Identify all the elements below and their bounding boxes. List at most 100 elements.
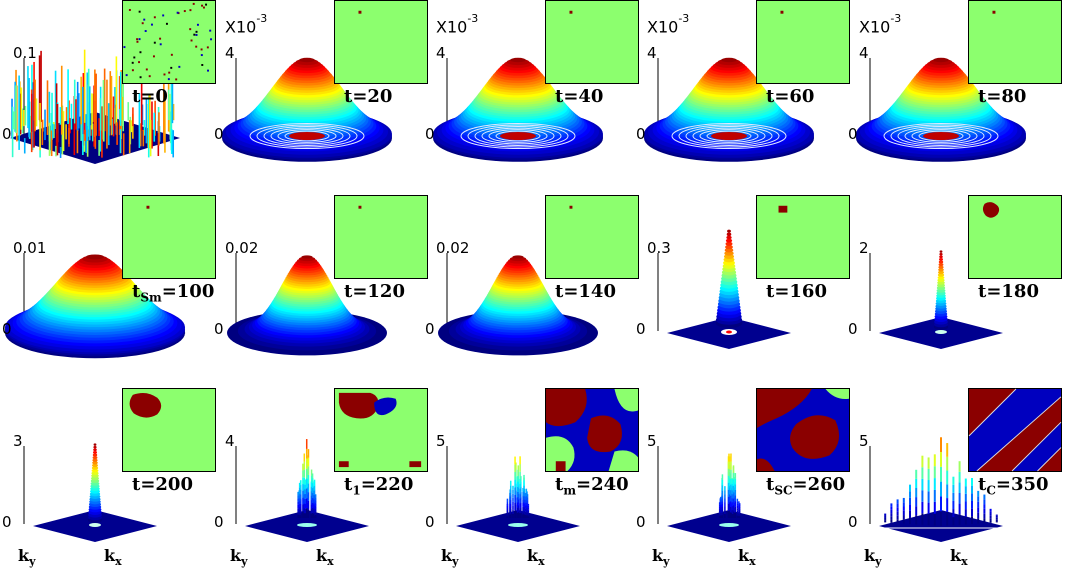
time-symbol: t [766,86,775,107]
panel-p3: 4 0 X10-3 t=40 [423,0,639,180]
time-symbol: t [555,474,564,495]
time-symbol: t [555,281,564,302]
ky-sub: y [452,555,459,568]
spike-band [726,235,732,240]
contour-ring [249,122,365,150]
inset-svg [335,1,427,83]
contour-ring [685,126,773,146]
stripe-edge [976,396,1062,472]
surface-plot [438,253,598,356]
ky-sub: y [241,555,248,568]
inset-region [546,389,587,427]
noise-pixel [183,10,186,13]
ky-sub: y [663,555,670,568]
noise-pixel [193,33,196,36]
time-label: t=140 [555,281,616,305]
z-min-label: 0 [636,513,646,531]
z-min-label: 0 [425,320,435,338]
time-value: =140 [563,281,616,302]
kx-sub: x [749,555,756,568]
ky-axis-label: ky [864,546,882,568]
inset-bg [546,1,638,83]
inset-svg [757,1,849,83]
panel-p12: 4 0 t1=220 ky kx [212,388,428,568]
z-max-label: 3 [13,432,23,450]
inset-map [122,195,216,279]
ky-axis-label: ky [230,546,248,568]
contour-ring [692,127,766,145]
inset-blob [338,461,349,468]
surface-band [86,254,104,260]
inset-blob [338,392,379,419]
spike-band [938,270,944,275]
surface-plot [222,57,392,162]
spike-band [93,445,97,449]
noise-pixel [128,8,131,11]
spike-band [724,247,734,253]
panel-p14: 5 0 tSC=260 ky kx [634,388,850,568]
time-value: =100 [161,281,215,302]
spike-band [92,458,98,462]
stripe-edge [1011,421,1062,472]
ky-sub: y [29,555,36,568]
surface-band [721,57,737,63]
spike-band [727,229,731,233]
spike-band [93,451,97,454]
spike-band [726,232,732,237]
z-scale-exponent: -3 [256,12,268,25]
kx-axis-label: kx [950,546,968,568]
surface-plot [644,57,814,162]
time-subscript: 1 [352,483,361,498]
contour-core [711,132,747,140]
kx-axis-label: kx [738,546,756,568]
time-value: =180 [986,281,1039,302]
spike-foot [297,523,317,527]
z-scale-base: X10 [859,17,891,37]
z-scale-factor: X10-3 [225,12,267,36]
noise-pixel [139,76,142,79]
z-max-label: 5 [647,432,657,450]
noise-pixel [202,6,205,9]
time-symbol: t [132,474,141,495]
surface-plot [227,253,387,356]
contour-ring [883,122,999,150]
spike-foot [719,523,739,527]
noise-pixel [138,10,141,13]
noise-pixel [167,78,170,81]
inset-dot [569,10,573,14]
contour-core [923,132,959,140]
inset-svg [969,196,1061,278]
panel-p13: 5 0 tm=240 ky kx [423,388,639,568]
panel-p10: 2 0 t=180 [846,195,1062,375]
time-value: =260 [792,474,846,495]
contour-core [500,132,536,140]
panel-p4: 4 0 X10-3 t=60 [634,0,850,180]
time-subscript: m [563,483,577,498]
panel-p2: 4 0 X10-3 t=20 [212,0,428,180]
inset-svg [123,389,215,471]
time-symbol: t [132,281,141,302]
time-label: tSC=260 [766,474,845,498]
time-label: tSm=100 [132,281,214,305]
inset-region [825,389,849,400]
noise-pixel [165,22,168,25]
z-min-label: 0 [2,513,12,531]
noise-pixel [125,74,128,77]
time-value: =120 [352,281,405,302]
noise-pixel [210,38,213,41]
inset-bg [969,196,1061,278]
z-max-label: 0.1 [13,44,37,62]
surface-plot [4,253,186,359]
inset-map [545,388,639,472]
time-label: t=60 [766,86,814,110]
time-label: t=160 [766,281,827,305]
z-max-label: 0.3 [647,239,671,257]
stripe-edge [968,388,1017,437]
inset-dot [780,10,784,14]
contour-core [289,132,325,140]
panel-p8: 0.02 0 t=140 [423,195,639,375]
inset-svg [757,389,849,471]
z-scale-factor: X10-3 [859,12,901,37]
time-symbol: t [766,281,775,302]
z-scale-factor: X10-3 [647,12,689,36]
